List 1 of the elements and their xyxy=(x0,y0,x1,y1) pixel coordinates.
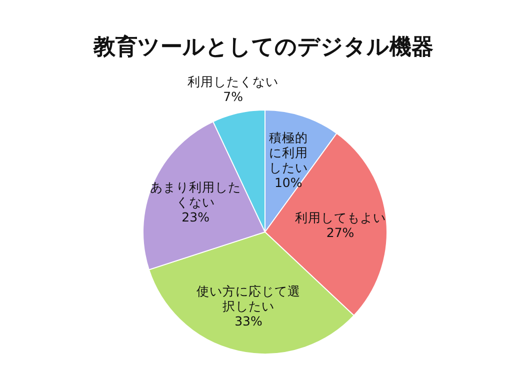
chart-title: 教育ツールとしてのデジタル機器 xyxy=(92,34,434,62)
